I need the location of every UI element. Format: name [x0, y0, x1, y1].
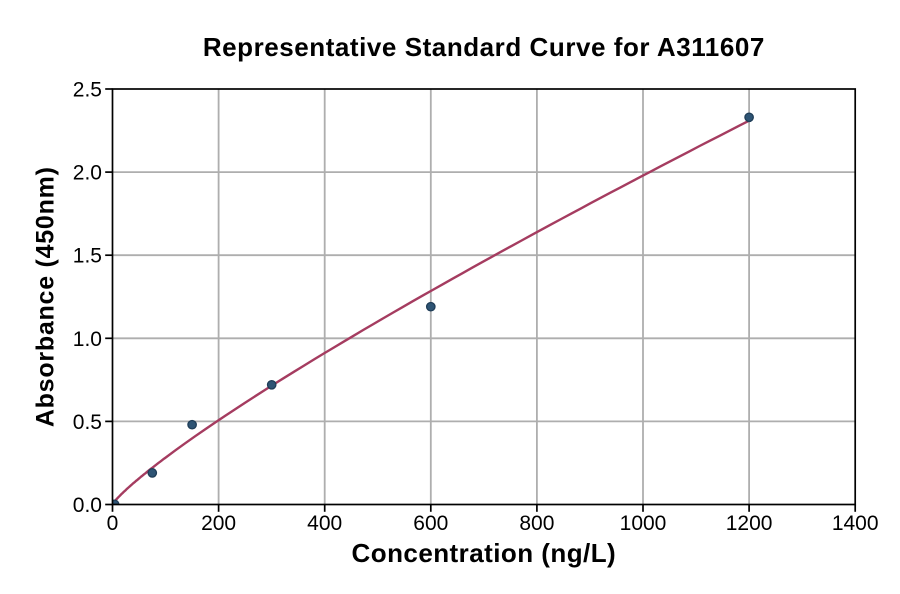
svg-text:0.5: 0.5	[73, 411, 102, 434]
svg-text:1.5: 1.5	[73, 245, 102, 268]
svg-text:Representative Standard Curve: Representative Standard Curve for A31160…	[203, 32, 765, 62]
svg-text:2.5: 2.5	[73, 79, 102, 102]
svg-text:Absorbance (450nm): Absorbance (450nm)	[32, 166, 60, 427]
svg-text:400: 400	[307, 512, 342, 535]
svg-text:Concentration (ng/L): Concentration (ng/L)	[352, 538, 617, 568]
svg-text:1200: 1200	[726, 512, 773, 535]
svg-text:0: 0	[107, 512, 119, 535]
svg-text:1.0: 1.0	[73, 328, 102, 351]
svg-text:800: 800	[519, 512, 554, 535]
svg-text:600: 600	[413, 512, 448, 535]
svg-text:0.0: 0.0	[73, 494, 102, 517]
svg-text:200: 200	[201, 512, 236, 535]
svg-text:1000: 1000	[620, 512, 667, 535]
svg-text:1400: 1400	[832, 512, 879, 535]
svg-text:2.0: 2.0	[73, 162, 102, 185]
